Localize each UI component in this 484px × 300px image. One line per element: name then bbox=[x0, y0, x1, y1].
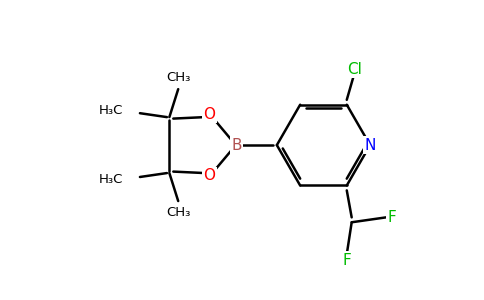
Text: O: O bbox=[204, 107, 215, 122]
Text: O: O bbox=[204, 168, 215, 183]
Text: CH₃: CH₃ bbox=[166, 206, 190, 219]
Text: N: N bbox=[364, 138, 376, 153]
Text: F: F bbox=[388, 210, 396, 225]
Text: H₃C: H₃C bbox=[99, 104, 123, 117]
Text: F: F bbox=[342, 253, 351, 268]
Text: H₃C: H₃C bbox=[99, 173, 123, 186]
Text: B: B bbox=[231, 138, 242, 153]
Text: Cl: Cl bbox=[347, 62, 362, 77]
Text: CH₃: CH₃ bbox=[166, 71, 190, 84]
